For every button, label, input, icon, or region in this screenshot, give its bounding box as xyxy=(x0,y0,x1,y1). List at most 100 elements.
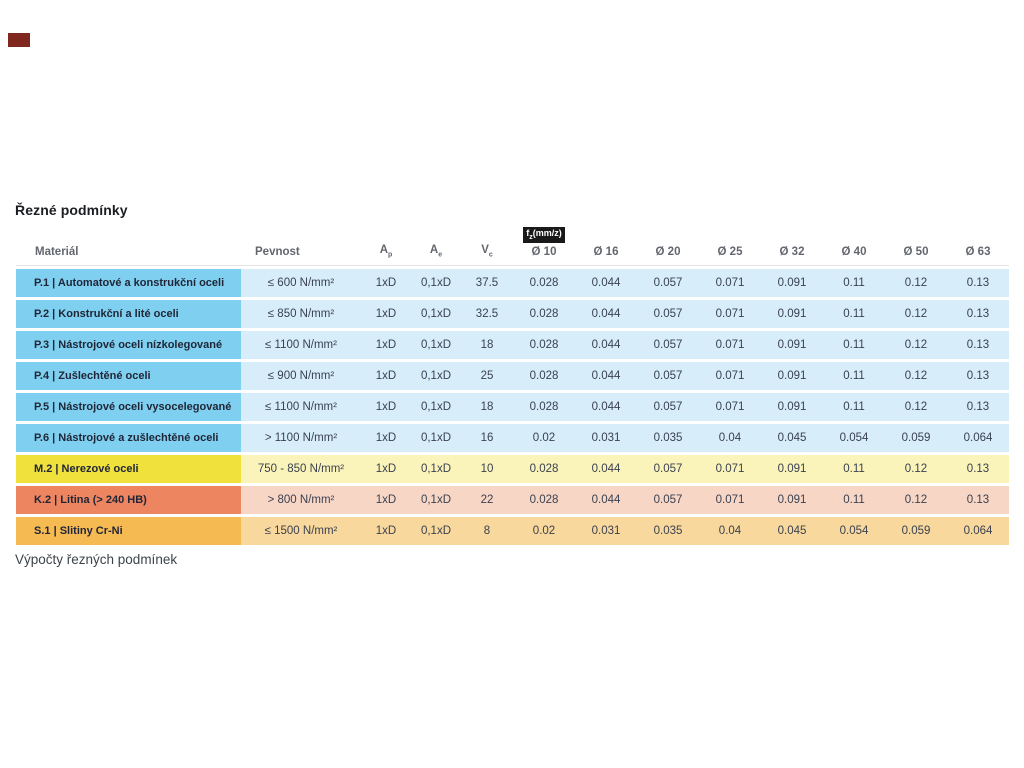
fz-cell: 0.028 xyxy=(513,392,575,421)
pevnost-cell: > 800 N/mm² xyxy=(241,485,361,514)
fz-cell: 0.12 xyxy=(885,392,947,421)
ae-cell: 0,1xD xyxy=(411,485,461,514)
fz-cell: 0.057 xyxy=(637,330,699,359)
fz-cell: 0.13 xyxy=(947,361,1009,390)
fz-cell: 0.02 xyxy=(513,423,575,452)
ae-cell: 0,1xD xyxy=(411,268,461,297)
fz-cell: 0.071 xyxy=(699,299,761,328)
col-header-ae: Ae xyxy=(411,227,461,266)
fz-cell: 0.057 xyxy=(637,299,699,328)
vc-cell: 16 xyxy=(461,423,513,452)
pevnost-cell: ≤ 600 N/mm² xyxy=(241,268,361,297)
ap-cell: 1xD xyxy=(361,299,411,328)
col-header-pevnost: Pevnost xyxy=(241,227,361,266)
fz-cell: 0.071 xyxy=(699,268,761,297)
fz-unit-badge: fz(mm/z) xyxy=(523,227,565,243)
ap-cell: 1xD xyxy=(361,268,411,297)
fz-cell: 0.13 xyxy=(947,485,1009,514)
table-row: P.2 | Konstrukční a lité oceli ≤ 850 N/m… xyxy=(16,299,1009,328)
vc-cell: 18 xyxy=(461,392,513,421)
ap-cell: 1xD xyxy=(361,516,411,545)
fz-cell: 0.059 xyxy=(885,516,947,545)
fz-cell: 0.044 xyxy=(575,361,637,390)
fz-cell: 0.044 xyxy=(575,299,637,328)
vc-cell: 8 xyxy=(461,516,513,545)
fz-cell: 0.091 xyxy=(761,330,823,359)
table-row: P.5 | Nástrojové oceli vysocelegované ≤ … xyxy=(16,392,1009,421)
fz-cell: 0.12 xyxy=(885,268,947,297)
fz-cell: 0.035 xyxy=(637,516,699,545)
col-header-d40: Ø 40 xyxy=(823,227,885,266)
fz-cell: 0.044 xyxy=(575,392,637,421)
col-header-d16: Ø 16 xyxy=(575,227,637,266)
pevnost-cell: > 1100 N/mm² xyxy=(241,423,361,452)
material-cell: S.1 | Slitiny Cr-Ni xyxy=(16,516,241,545)
material-cell: P.5 | Nástrojové oceli vysocelegované xyxy=(16,392,241,421)
fz-cell: 0.071 xyxy=(699,454,761,483)
fz-cell: 0.064 xyxy=(947,423,1009,452)
fz-cell: 0.12 xyxy=(885,330,947,359)
fz-cell: 0.091 xyxy=(761,361,823,390)
ae-cell: 0,1xD xyxy=(411,361,461,390)
fz-cell: 0.12 xyxy=(885,454,947,483)
fz-cell: 0.028 xyxy=(513,330,575,359)
ae-cell: 0,1xD xyxy=(411,299,461,328)
fz-cell: 0.091 xyxy=(761,299,823,328)
col-header-d63: Ø 63 xyxy=(947,227,1009,266)
fz-cell: 0.028 xyxy=(513,485,575,514)
material-cell: P.1 | Automatové a konstrukční oceli xyxy=(16,268,241,297)
vc-cell: 32.5 xyxy=(461,299,513,328)
fz-cell: 0.071 xyxy=(699,485,761,514)
fz-cell: 0.04 xyxy=(699,423,761,452)
fz-cell: 0.044 xyxy=(575,485,637,514)
fz-cell: 0.071 xyxy=(699,392,761,421)
fz-cell: 0.13 xyxy=(947,268,1009,297)
fz-cell: 0.091 xyxy=(761,454,823,483)
vc-cell: 10 xyxy=(461,454,513,483)
fz-cell: 0.028 xyxy=(513,268,575,297)
vc-cell: 18 xyxy=(461,330,513,359)
col-header-d50: Ø 50 xyxy=(885,227,947,266)
material-cell: K.2 | Litina (> 240 HB) xyxy=(16,485,241,514)
fz-cell: 0.057 xyxy=(637,485,699,514)
material-cell: P.2 | Konstrukční a lité oceli xyxy=(16,299,241,328)
fz-cell: 0.11 xyxy=(823,392,885,421)
fz-cell: 0.057 xyxy=(637,361,699,390)
fz-cell: 0.045 xyxy=(761,423,823,452)
fz-cell: 0.044 xyxy=(575,454,637,483)
fz-cell: 0.057 xyxy=(637,454,699,483)
material-cell: P.4 | Zušlechtěné oceli xyxy=(16,361,241,390)
fz-cell: 0.044 xyxy=(575,268,637,297)
col-header-ap: Ap xyxy=(361,227,411,266)
table-row: P.1 | Automatové a konstrukční oceli ≤ 6… xyxy=(16,268,1009,297)
fz-cell: 0.045 xyxy=(761,516,823,545)
fz-cell: 0.13 xyxy=(947,392,1009,421)
ap-cell: 1xD xyxy=(361,423,411,452)
fz-cell: 0.02 xyxy=(513,516,575,545)
ae-cell: 0,1xD xyxy=(411,423,461,452)
fz-cell: 0.031 xyxy=(575,516,637,545)
ae-cell: 0,1xD xyxy=(411,454,461,483)
fz-cell: 0.04 xyxy=(699,516,761,545)
vc-cell: 37.5 xyxy=(461,268,513,297)
fz-cell: 0.11 xyxy=(823,454,885,483)
pevnost-cell: ≤ 850 N/mm² xyxy=(241,299,361,328)
fz-cell: 0.054 xyxy=(823,516,885,545)
ap-cell: 1xD xyxy=(361,361,411,390)
cutting-conditions-table: Materiál Pevnost Ap Ae Vc fz(mm/z) Ø 10 … xyxy=(16,224,1009,548)
table-header-row: Materiál Pevnost Ap Ae Vc fz(mm/z) Ø 10 … xyxy=(16,227,1009,266)
col-header-vc: Vc xyxy=(461,227,513,266)
fz-cell: 0.13 xyxy=(947,454,1009,483)
ae-cell: 0,1xD xyxy=(411,516,461,545)
material-cell: P.6 | Nástrojové a zušlechtěné oceli xyxy=(16,423,241,452)
fz-cell: 0.11 xyxy=(823,268,885,297)
fz-cell: 0.091 xyxy=(761,392,823,421)
col-header-d20: Ø 20 xyxy=(637,227,699,266)
fz-cell: 0.091 xyxy=(761,268,823,297)
table-row: P.3 | Nástrojové oceli nízkolegované ≤ 1… xyxy=(16,330,1009,359)
material-cell: P.3 | Nástrojové oceli nízkolegované xyxy=(16,330,241,359)
fz-cell: 0.12 xyxy=(885,361,947,390)
col-header-d32: Ø 32 xyxy=(761,227,823,266)
fz-cell: 0.028 xyxy=(513,299,575,328)
ae-cell: 0,1xD xyxy=(411,330,461,359)
